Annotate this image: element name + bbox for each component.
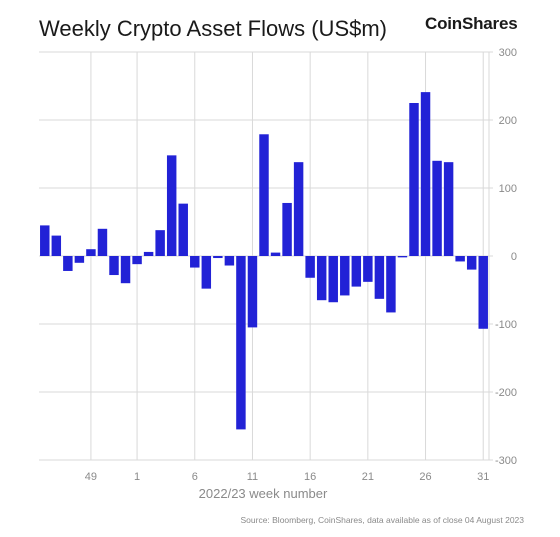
bar <box>109 256 119 276</box>
bar <box>166 155 177 256</box>
x-tick-label: 1 <box>134 471 140 483</box>
bar <box>466 256 477 270</box>
bar <box>213 256 223 259</box>
bar <box>432 160 442 256</box>
x-tick-label: 21 <box>362 471 374 483</box>
bar <box>40 225 50 256</box>
source-note: Source: Bloomberg, CoinShares, data avai… <box>240 515 524 525</box>
bar <box>455 256 465 262</box>
x-tick-label: 11 <box>247 471 258 483</box>
bar <box>51 235 62 256</box>
bar <box>143 251 154 256</box>
bar <box>386 256 396 313</box>
bar <box>305 256 315 278</box>
brand-logo: CoinShares <box>425 14 518 33</box>
y-tick-label: 300 <box>499 47 517 59</box>
bar <box>259 134 269 256</box>
y-tick-label: 0 <box>511 251 517 263</box>
bar <box>236 256 246 430</box>
bar <box>328 256 338 303</box>
bar <box>282 202 292 256</box>
x-tick-label: 26 <box>419 471 431 483</box>
y-tick-label: 100 <box>499 183 517 195</box>
x-tick-label: 49 <box>85 471 97 483</box>
y-axis-ticks: 300 200 100 0 -100 -200 -300 <box>495 47 517 467</box>
bar <box>363 256 373 282</box>
chart-title: Weekly Crypto Asset Flows (US$m) <box>39 16 388 41</box>
bar <box>409 103 419 256</box>
grid-lines <box>39 51 493 461</box>
bar <box>155 230 165 256</box>
bar <box>97 228 108 256</box>
x-tick-label: 31 <box>477 471 489 483</box>
bar <box>86 249 96 256</box>
bar <box>374 256 385 299</box>
y-tick-label: -300 <box>495 455 517 467</box>
x-axis-ticks: 49 1 6 11 16 21 26 31 <box>85 471 490 483</box>
y-tick-label: -100 <box>495 319 517 331</box>
bar <box>351 256 362 287</box>
bar <box>178 203 188 256</box>
bar <box>190 256 200 268</box>
bar <box>340 256 350 296</box>
x-axis-label: 2022/23 week number <box>199 486 328 501</box>
bar <box>120 256 131 284</box>
bar <box>443 162 454 256</box>
bars <box>40 92 488 430</box>
bar <box>316 256 327 301</box>
bar <box>224 256 235 266</box>
x-tick-label: 16 <box>304 471 316 483</box>
bar <box>63 256 73 271</box>
bar <box>293 162 304 256</box>
bar <box>478 256 488 329</box>
bar <box>74 256 85 263</box>
y-tick-label: -200 <box>495 387 517 399</box>
bar <box>270 252 281 256</box>
x-tick-label: 6 <box>192 471 198 483</box>
bar <box>132 256 142 265</box>
bar <box>247 256 258 328</box>
bar <box>420 92 431 257</box>
bar <box>201 256 212 289</box>
bar <box>397 256 408 258</box>
y-tick-label: 200 <box>499 115 517 127</box>
